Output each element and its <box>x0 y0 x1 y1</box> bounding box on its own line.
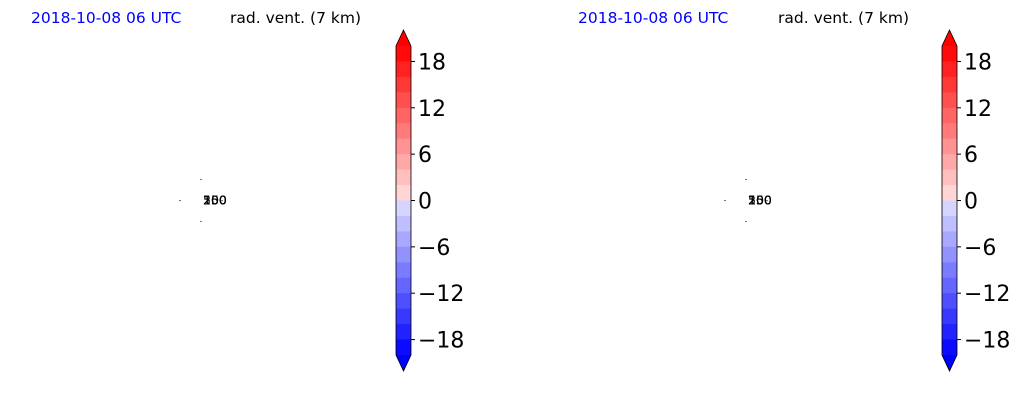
colorbar-tick-label: 18 <box>964 50 992 75</box>
colorbar-level <box>396 138 411 155</box>
chart-title: rad. vent. (7 km) <box>230 9 361 27</box>
colorbar-tick-label: −6 <box>418 236 450 261</box>
colorbar-tick-label: 12 <box>964 97 992 122</box>
chart-panel-left: 2018-10-08 06 UTC rad. vent. (7 km) 50 10… <box>31 9 464 372</box>
colorbar-level <box>396 262 411 279</box>
colorbar-frame <box>941 29 958 372</box>
colorbar-level <box>396 169 411 186</box>
colorbar-tick-label: 0 <box>418 190 432 215</box>
colorbar-level <box>942 154 957 171</box>
edge-marker <box>200 220 202 223</box>
edge-marker <box>745 220 747 223</box>
colorbar-level <box>396 324 411 341</box>
radial-tick-label: 150 <box>748 193 772 208</box>
colorbar-frame <box>395 29 412 372</box>
chart-panel-right: 2018-10-08 06 UTC rad. vent. (7 km) 50 10… <box>546 0 1028 401</box>
radial-tick-label: 50 <box>203 193 219 208</box>
radial-tick-label: 200 <box>203 193 227 208</box>
colorbar-tick-label: 18 <box>418 50 446 75</box>
radial-tick-label: 100 <box>748 193 772 208</box>
edge-marker <box>221 199 223 202</box>
colorbar-level <box>396 154 411 171</box>
colorbar-level <box>396 293 411 310</box>
colorbar-level <box>396 231 411 248</box>
colorbar-level <box>942 277 957 294</box>
edge-marker <box>200 178 202 181</box>
colorbar-level <box>396 76 411 93</box>
colorbar-level <box>396 123 411 140</box>
colorbar-level <box>942 138 957 155</box>
edge-marker <box>724 199 726 202</box>
colorbar-extend-min <box>942 355 957 371</box>
colorbar-extend-min <box>396 355 411 371</box>
radial-tick-label: 250 <box>748 193 772 208</box>
colorbar-level <box>396 277 411 294</box>
colorbar-level <box>396 61 411 78</box>
colorbar: 18 12 6 0 −6 −12 −18 <box>941 29 1010 372</box>
colorbar-tick-label: 12 <box>418 97 446 122</box>
colorbar-level <box>396 46 411 62</box>
colorbar-level <box>942 308 957 325</box>
edge-marker <box>766 199 768 202</box>
colorbar-level <box>942 200 957 217</box>
date-label: 2018-10-08 06 UTC <box>578 9 729 27</box>
colorbar-level <box>396 200 411 217</box>
radial-tick-label: 250 <box>203 193 227 208</box>
radial-tick-label: 150 <box>203 193 227 208</box>
colorbar-level <box>942 123 957 140</box>
edge-marker <box>745 178 747 181</box>
colorbar-level <box>942 46 957 62</box>
colorbar-level <box>396 92 411 109</box>
chart-title: rad. vent. (7 km) <box>778 9 909 27</box>
radial-tick-label: 50 <box>748 193 764 208</box>
colorbar-tick-label: −6 <box>964 236 996 261</box>
colorbar-level <box>942 61 957 78</box>
colorbar-level <box>396 339 411 356</box>
radial-tick-label: 200 <box>748 193 772 208</box>
colorbar-tick-label: −12 <box>418 282 464 307</box>
colorbar-level <box>396 185 411 201</box>
colorbar-level <box>942 92 957 109</box>
colorbar-level <box>942 76 957 93</box>
colorbar-level <box>396 215 411 232</box>
date-label: 2018-10-08 06 UTC <box>31 9 182 27</box>
radial-tick-label: 100 <box>203 193 227 208</box>
colorbar-tick-label: 0 <box>964 190 978 215</box>
colorbar-level <box>396 308 411 325</box>
colorbar-extend-max <box>942 30 957 46</box>
colorbar-level <box>942 262 957 279</box>
colorbar-level <box>942 169 957 186</box>
colorbar-level <box>942 231 957 248</box>
colorbar-tick-label: −12 <box>964 282 1010 307</box>
colorbar-tick-label: 6 <box>964 143 978 168</box>
edge-marker <box>179 199 181 202</box>
colorbar-level <box>396 246 411 263</box>
colorbar-tick-label: −18 <box>418 329 464 354</box>
colorbar-level <box>942 339 957 356</box>
colorbar-level <box>942 293 957 310</box>
colorbar-tick-label: −18 <box>964 329 1010 354</box>
colorbar-level <box>942 107 957 124</box>
colorbar: 18 12 6 0 −6 −12 −18 <box>395 29 464 372</box>
colorbar-level <box>942 324 957 341</box>
colorbar-tick-label: 6 <box>418 143 432 168</box>
colorbar-level <box>942 215 957 232</box>
colorbar-level <box>942 246 957 263</box>
colorbar-level <box>942 185 957 201</box>
colorbar-level <box>396 107 411 124</box>
colorbar-extend-max <box>396 30 411 46</box>
